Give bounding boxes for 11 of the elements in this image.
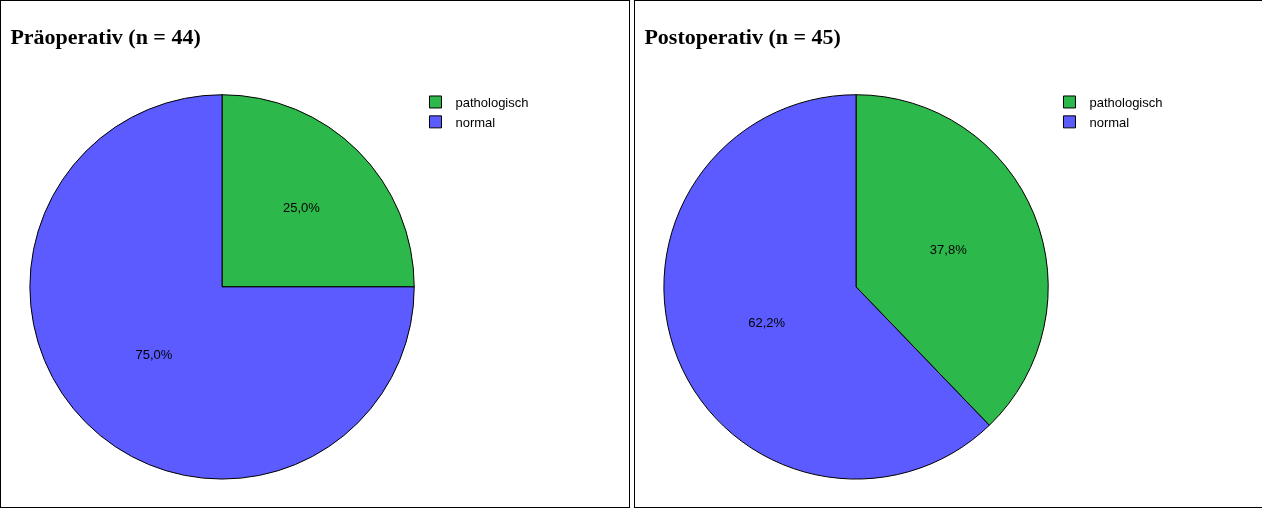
legend-label: normal: [1089, 114, 1130, 130]
legend-label: pathologisch: [1089, 95, 1163, 111]
chart-title: Präoperativ (n = 44): [10, 24, 201, 50]
chart-title: Postoperativ (n = 45): [644, 24, 841, 50]
legend-label: normal: [455, 114, 496, 130]
data-label: 62,2%: [748, 315, 786, 331]
pie-slice: [29, 94, 415, 480]
legend-label: pathologisch: [455, 95, 529, 111]
data-label: 25,0%: [283, 199, 321, 215]
data-label: 75,0%: [135, 347, 173, 363]
data-label: 37,8%: [929, 242, 968, 258]
